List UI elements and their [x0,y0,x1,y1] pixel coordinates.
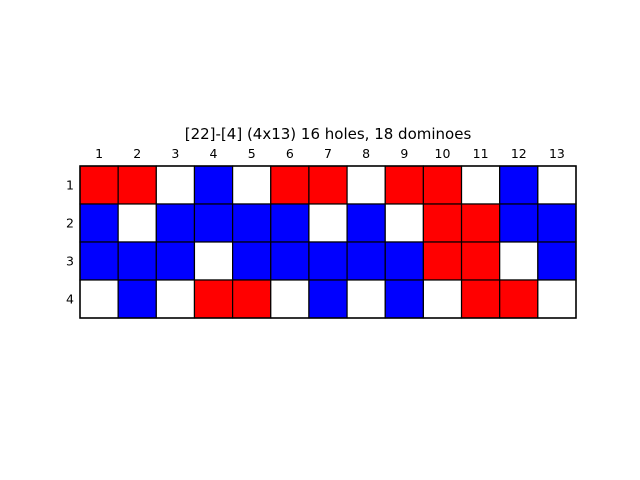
grid-cell-r1-c3 [155,165,196,205]
grid-cell-r3-c5 [232,241,272,281]
grid-cell-r2-c5 [232,203,272,243]
grid-cell-r2-c7 [308,203,348,243]
grid-cell-r1-c10 [422,165,463,205]
grid-cell-r3-c1 [79,241,119,281]
row-label-2: 2 [66,216,74,231]
grid-cell-r3-c8 [346,241,386,281]
grid-cell-r3-c11 [460,241,501,281]
grid-cell-r4-c13 [537,279,577,319]
column-label-5: 5 [248,146,256,161]
grid-cell-r2-c6 [270,203,310,243]
grid-cell-r1-c4 [193,165,234,205]
column-label-2: 2 [133,146,141,161]
grid-cell-r2-c8 [346,203,386,243]
grid-cell-r2-c2 [117,203,157,243]
grid-cell-r4-c2 [117,279,157,319]
grid-cell-r3-c2 [117,241,157,281]
grid-cell-r4-c11 [460,279,501,319]
column-label-3: 3 [171,146,179,161]
grid-cell-r3-c6 [270,241,310,281]
grid-cell-r1-c5 [232,165,272,205]
grid-cell-r2-c10 [422,203,463,243]
grid-cell-r1-c8 [346,165,386,205]
grid-cell-r4-c5 [232,279,272,319]
column-label-8: 8 [362,146,370,161]
grid-cell-r3-c13 [537,241,577,281]
column-label-7: 7 [324,146,332,161]
grid-cell-r1-c12 [499,165,539,205]
grid-cell-r1-c2 [117,165,157,205]
row-label-3: 3 [66,254,74,269]
grid-cell-r4-c7 [308,279,348,319]
grid-frame [79,165,577,319]
grid-cell-r4-c10 [422,279,463,319]
column-label-13: 13 [549,146,565,161]
column-label-1: 1 [95,146,103,161]
grid-cell-r3-c9 [384,241,424,281]
grid-cell-r4-c9 [384,279,424,319]
row-label-1: 1 [66,178,74,193]
grid-cell-r3-c7 [308,241,348,281]
grid-cell-r3-c12 [499,241,539,281]
grid-cell-r4-c6 [270,279,310,319]
column-label-6: 6 [286,146,294,161]
grid-cell-r1-c9 [384,165,424,205]
column-label-4: 4 [210,146,218,161]
row-labels: 1 2 3 4 [66,178,74,307]
grid-cell-r2-c4 [193,203,234,243]
grid-cell-r4-c4 [193,279,234,319]
column-label-12: 12 [511,146,527,161]
column-label-9: 9 [400,146,408,161]
grid-cell-r4-c8 [346,279,386,319]
grid-cell-r2-c12 [499,203,539,243]
grid-cell-r2-c1 [79,203,119,243]
grid-cell-r2-c11 [460,203,501,243]
grid-cell-r2-c13 [537,203,577,243]
grid-cell-r3-c3 [155,241,196,281]
grid-cell-r1-c1 [79,165,119,205]
column-label-10: 10 [435,146,451,161]
column-label-11: 11 [473,146,489,161]
figure-title: [22]-[4] (4x13) 16 holes, 18 dominoes [185,125,472,143]
grid-cell-r1-c11 [460,165,501,205]
grid-cell-r2-c3 [155,203,196,243]
grid-cell-r1-c13 [537,165,577,205]
grid-cell-r4-c3 [155,279,196,319]
grid-cell-r3-c10 [422,241,463,281]
grid-cell-r3-c4 [193,241,234,281]
column-labels: 1 2 3 4 5 6 7 8 9 10 11 12 13 [95,146,565,161]
grid-cells [79,165,577,319]
row-label-4: 4 [66,292,74,307]
grid-cell-r4-c12 [499,279,539,319]
grid-cell-r1-c6 [270,165,310,205]
grid-cell-r4-c1 [79,279,119,319]
grid-cell-r2-c9 [384,203,424,243]
grid-cell-r1-c7 [308,165,348,205]
